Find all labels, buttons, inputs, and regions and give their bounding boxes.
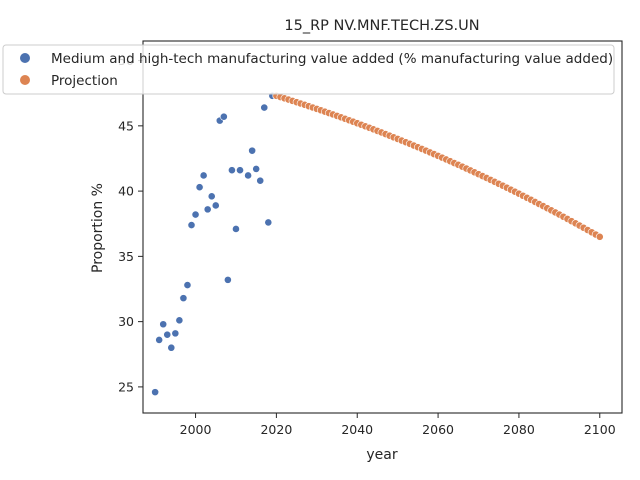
series-projection-points bbox=[272, 91, 604, 241]
y-tick-label: 45 bbox=[118, 118, 134, 133]
data-point bbox=[195, 183, 204, 192]
data-point bbox=[211, 201, 220, 210]
data-point bbox=[171, 329, 180, 338]
data-point bbox=[264, 218, 273, 227]
data-point bbox=[179, 294, 188, 303]
data-point bbox=[159, 320, 168, 329]
legend-label-observed: Medium and high-tech manufacturing value… bbox=[51, 51, 613, 67]
y-axis-title: Proportion % bbox=[90, 183, 106, 273]
legend-marker-observed bbox=[20, 53, 30, 63]
data-point bbox=[228, 166, 236, 175]
data-point bbox=[191, 210, 200, 219]
y-tick-label: 30 bbox=[118, 314, 134, 329]
data-point bbox=[199, 171, 208, 180]
x-axis-title: year bbox=[366, 447, 397, 463]
legend-marker-projection bbox=[20, 75, 30, 85]
data-point bbox=[223, 275, 232, 284]
data-point bbox=[207, 192, 216, 201]
data-point bbox=[175, 316, 184, 325]
data-point bbox=[183, 281, 192, 289]
y-tick-label: 40 bbox=[118, 184, 134, 199]
data-point bbox=[167, 343, 176, 352]
chart-title: 15_RP NV.MNF.TECH.ZS.UN bbox=[284, 18, 479, 34]
x-axis-ticks: 2000 2020 2040 2060 2080 2100 bbox=[180, 413, 616, 437]
x-tick-label: 2020 bbox=[260, 422, 292, 437]
data-point bbox=[244, 171, 252, 180]
data-point bbox=[260, 103, 269, 112]
x-tick-label: 2100 bbox=[584, 422, 616, 437]
y-tick-label: 35 bbox=[118, 249, 134, 264]
data-point bbox=[187, 221, 196, 229]
plot-frame bbox=[142, 40, 623, 414]
data-point bbox=[232, 225, 240, 233]
x-tick-label: 2000 bbox=[180, 422, 212, 437]
data-point bbox=[151, 388, 160, 397]
data-point bbox=[155, 336, 164, 344]
data-point bbox=[163, 330, 172, 339]
projection-point bbox=[595, 232, 604, 241]
x-tick-label: 2080 bbox=[503, 422, 535, 437]
data-point bbox=[203, 205, 212, 214]
legend-label-projection: Projection bbox=[51, 73, 118, 89]
x-tick-label: 2060 bbox=[422, 422, 454, 437]
legend: Medium and high-tech manufacturing value… bbox=[2, 44, 615, 95]
data-point bbox=[236, 166, 244, 175]
y-tick-label: 25 bbox=[118, 379, 134, 394]
data-point bbox=[256, 176, 265, 185]
legend-box bbox=[2, 44, 615, 95]
data-point bbox=[252, 165, 261, 173]
data-point bbox=[248, 146, 257, 155]
y-axis-ticks: 253035404550 bbox=[118, 53, 143, 394]
plot-area bbox=[142, 40, 623, 414]
x-tick-label: 2040 bbox=[341, 422, 373, 437]
data-point bbox=[219, 112, 228, 121]
